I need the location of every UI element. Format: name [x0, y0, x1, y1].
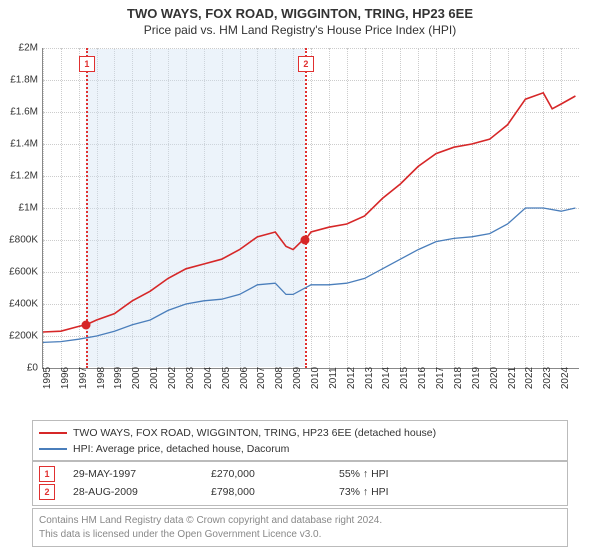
x-tick-label: 1998	[96, 367, 107, 389]
x-tick-label: 2022	[524, 367, 535, 389]
sale-row: 2 28-AUG-2009 £798,000 73% ↑ HPI	[39, 483, 561, 501]
y-tick-label: £2M	[19, 43, 38, 54]
footer-attribution: Contains HM Land Registry data © Crown c…	[32, 508, 568, 547]
x-tick-label: 2003	[185, 367, 196, 389]
x-tick-label: 2001	[149, 367, 160, 389]
y-tick-label: £400K	[9, 299, 38, 310]
legend-swatch	[39, 432, 67, 434]
sale-date: 29-MAY-1997	[73, 468, 193, 480]
x-tick-label: 2013	[364, 367, 375, 389]
y-tick-label: £200K	[9, 331, 38, 342]
sale-row: 1 29-MAY-1997 £270,000 55% ↑ HPI	[39, 465, 561, 483]
x-tick-label: 1997	[78, 367, 89, 389]
x-tick-label: 2012	[346, 367, 357, 389]
x-tick-label: 2021	[507, 367, 518, 389]
x-tick-label: 2006	[239, 367, 250, 389]
y-tick-label: £1.6M	[10, 107, 38, 118]
x-tick-label: 1999	[113, 367, 124, 389]
x-tick-label: 2020	[489, 367, 500, 389]
footer-line-1: Contains HM Land Registry data © Crown c…	[39, 514, 561, 528]
x-tick-label: 2018	[453, 367, 464, 389]
x-tick-label: 2011	[328, 367, 339, 389]
x-tick-label: 2004	[203, 367, 214, 389]
x-tick-label: 2008	[274, 367, 285, 389]
chart-container: TWO WAYS, FOX ROAD, WIGGINTON, TRING, HP…	[0, 0, 600, 560]
x-tick-label: 2007	[256, 367, 267, 389]
x-tick-label: 2002	[167, 367, 178, 389]
x-tick-label: 1996	[60, 367, 71, 389]
legend-row: HPI: Average price, detached house, Daco…	[39, 441, 561, 457]
x-tick-label: 2000	[131, 367, 142, 389]
x-tick-label: 1995	[42, 367, 53, 389]
chart-subtitle: Price paid vs. HM Land Registry's House …	[0, 21, 600, 37]
x-tick-label: 2017	[435, 367, 446, 389]
plot-region: 12	[42, 48, 579, 369]
y-tick-label: £1.4M	[10, 139, 38, 150]
sale-hpi: 55% ↑ HPI	[339, 468, 449, 480]
sale-row-marker: 1	[39, 466, 55, 482]
series-legend: TWO WAYS, FOX ROAD, WIGGINTON, TRING, HP…	[32, 420, 568, 462]
y-tick-label: £600K	[9, 267, 38, 278]
series-svg	[43, 48, 579, 368]
x-tick-label: 2005	[221, 367, 232, 389]
x-tick-label: 2016	[417, 367, 428, 389]
y-tick-label: £800K	[9, 235, 38, 246]
x-tick-label: 2023	[542, 367, 553, 389]
x-tick-label: 2014	[381, 367, 392, 389]
chart-area: 12 £0£200K£400K£600K£800K£1M£1.2M£1.4M£1…	[42, 48, 578, 368]
x-tick-label: 2009	[292, 367, 303, 389]
sale-row-marker: 2	[39, 484, 55, 500]
chart-title: TWO WAYS, FOX ROAD, WIGGINTON, TRING, HP…	[0, 0, 600, 21]
legend-label: TWO WAYS, FOX ROAD, WIGGINTON, TRING, HP…	[73, 427, 436, 439]
y-tick-label: £1M	[19, 203, 38, 214]
y-tick-label: £1.2M	[10, 171, 38, 182]
sale-hpi: 73% ↑ HPI	[339, 486, 449, 498]
sales-table: 1 29-MAY-1997 £270,000 55% ↑ HPI 2 28-AUG-200…	[32, 460, 568, 506]
footer-line-2: This data is licensed under the Open Gov…	[39, 528, 561, 542]
legend-row: TWO WAYS, FOX ROAD, WIGGINTON, TRING, HP…	[39, 425, 561, 441]
x-tick-label: 2024	[560, 367, 571, 389]
y-tick-label: £0	[27, 363, 38, 374]
sale-point-marker	[300, 236, 309, 245]
legend-label: HPI: Average price, detached house, Daco…	[73, 443, 289, 455]
sale-price: £270,000	[211, 468, 321, 480]
legend-swatch	[39, 448, 67, 450]
x-tick-label: 2019	[471, 367, 482, 389]
sale-point-marker	[81, 320, 90, 329]
x-tick-label: 2015	[399, 367, 410, 389]
sale-price: £798,000	[211, 486, 321, 498]
x-tick-label: 2010	[310, 367, 321, 389]
y-tick-label: £1.8M	[10, 75, 38, 86]
sale-date: 28-AUG-2009	[73, 486, 193, 498]
